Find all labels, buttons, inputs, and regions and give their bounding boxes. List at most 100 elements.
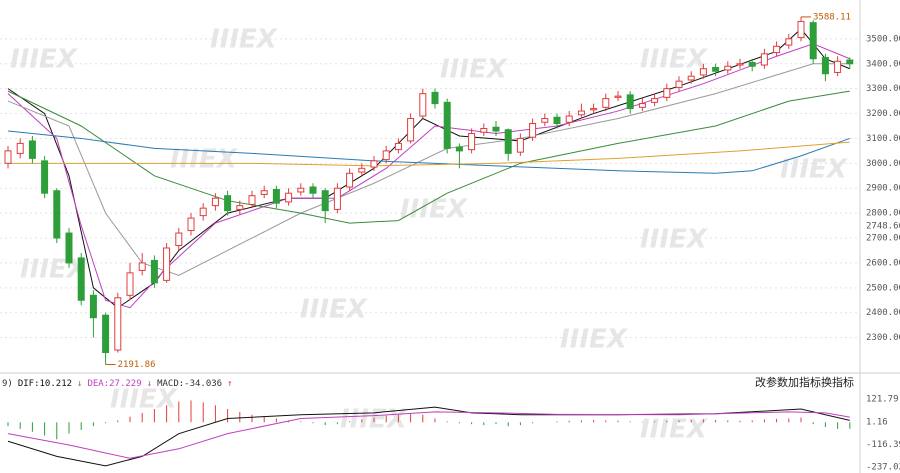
candle-body (553, 116, 561, 125)
indicator-line (7, 90, 850, 224)
watermark: IIIEX (20, 255, 89, 285)
candle-body (272, 188, 280, 204)
candle-body (492, 126, 500, 132)
y-tick-label: 1.16 (866, 418, 888, 428)
candle-body (236, 205, 244, 210)
candle-body (687, 75, 695, 81)
candle-body (712, 66, 720, 72)
candle-body (260, 190, 268, 195)
candle-body (358, 167, 366, 173)
candle-body (309, 186, 317, 194)
y-tick-label: 3300.00 (866, 84, 900, 94)
y-tick-label: 2300.00 (866, 333, 900, 343)
watermark: IIIEX (640, 225, 709, 255)
candle-body (443, 101, 451, 149)
indicator-button[interactable]: 改参数 (755, 375, 788, 389)
candle-body (285, 192, 293, 203)
watermark: IIIEX (300, 295, 369, 325)
watermark: IIIEX (210, 25, 279, 55)
indicator-button[interactable]: 加指标 (788, 375, 821, 389)
indicator-button[interactable]: 换指标 (821, 375, 854, 389)
candle-body (736, 63, 744, 66)
candle-body (504, 129, 512, 154)
candle-body (175, 232, 183, 246)
candle-body (163, 247, 171, 281)
candle-body (224, 195, 232, 212)
candle-body (346, 172, 354, 188)
candle-body (419, 93, 427, 117)
candle-body (663, 88, 671, 98)
candle-body (760, 53, 768, 66)
y-tick-label: 2600.00 (866, 258, 900, 268)
macd-legend-item: MACD:-34.036 (157, 379, 222, 389)
y-tick-label: 3200.00 (866, 109, 900, 119)
macd-legend-item: ↓ (147, 379, 152, 389)
candle-body (699, 68, 707, 76)
candle-body (797, 20, 805, 39)
y-tick-label: -237.02 (866, 463, 900, 473)
y-tick-label: 2500.00 (866, 283, 900, 293)
candle-body (333, 187, 341, 210)
candle-body (834, 60, 842, 73)
candle-body (89, 294, 97, 319)
candle-body (394, 142, 402, 151)
y-tick-label: 3500.00 (866, 34, 900, 44)
macd-legend-item: DEA:27.229 (87, 379, 141, 389)
candle-body (785, 38, 793, 46)
candle-body (138, 262, 146, 271)
price-label: 2748.66 (866, 221, 900, 231)
candle-body (211, 197, 219, 207)
macd-legend-item: ↓ (77, 379, 82, 389)
candle-body (382, 150, 390, 161)
candle-body (370, 160, 378, 168)
y-tick-label: -116.39 (866, 440, 900, 450)
indicator-line (8, 141, 850, 167)
candle-body (150, 259, 158, 284)
indicator-line (7, 43, 850, 309)
candle-body (675, 80, 683, 88)
candle-body (651, 98, 659, 103)
annotation-label: 2191.86 (118, 360, 156, 370)
y-tick-label: 121.79 (866, 395, 899, 405)
watermark: IIIEX (110, 385, 179, 415)
indicator-line (7, 406, 850, 467)
candle-body (407, 118, 415, 142)
candle-body (187, 217, 195, 232)
watermark: IIIEX (10, 45, 79, 75)
candle-body (748, 62, 756, 67)
candle-body (846, 59, 854, 65)
candle-body (529, 123, 537, 138)
watermark: IIIEX (440, 55, 509, 85)
indicator-line (7, 28, 850, 309)
candle-body (4, 150, 12, 164)
candle-body (614, 95, 622, 98)
candle-body (41, 160, 49, 194)
candle-body (16, 142, 24, 154)
candle-body (602, 98, 610, 108)
candle-body (480, 127, 488, 133)
candle-body (590, 108, 598, 111)
candle-body (773, 45, 781, 54)
annotation-label: 3588.11 (813, 12, 851, 22)
indicator-line (7, 63, 850, 276)
candle-body (77, 257, 85, 301)
candle-body (65, 232, 73, 264)
candle-body (638, 103, 646, 108)
candle-body (199, 207, 207, 217)
candle-body (468, 132, 476, 151)
macd-legend-item: ↑ (227, 379, 232, 389)
candle-body (114, 297, 122, 351)
candle-body (516, 137, 524, 153)
y-tick-label: 3400.00 (866, 59, 900, 69)
candle-body (577, 110, 585, 116)
candle-body (321, 190, 329, 212)
candle-body (626, 94, 634, 110)
watermark: IIIEX (780, 155, 849, 185)
candle-body (809, 22, 817, 60)
candle-body (431, 91, 439, 105)
candle-body (821, 57, 829, 75)
candle-body (126, 272, 134, 296)
y-tick-label: 2400.00 (866, 308, 900, 318)
watermark: IIIEX (560, 325, 629, 355)
candle-body (724, 65, 732, 71)
